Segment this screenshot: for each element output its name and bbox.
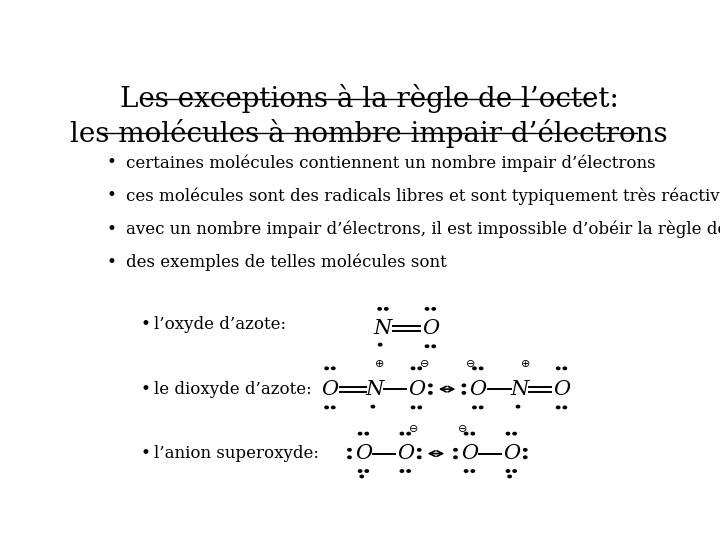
- Text: ⊖: ⊖: [420, 359, 430, 369]
- Circle shape: [557, 406, 560, 409]
- Circle shape: [426, 345, 428, 348]
- Text: Les exceptions à la règle de l’octet:: Les exceptions à la règle de l’octet:: [120, 84, 618, 112]
- Circle shape: [384, 308, 388, 310]
- Circle shape: [513, 470, 516, 472]
- Circle shape: [454, 449, 457, 451]
- Circle shape: [418, 456, 421, 458]
- Circle shape: [359, 433, 361, 435]
- Circle shape: [426, 308, 428, 310]
- Text: •: •: [107, 154, 117, 171]
- Circle shape: [506, 433, 510, 435]
- Circle shape: [516, 406, 520, 408]
- Text: O: O: [355, 444, 372, 463]
- Circle shape: [432, 345, 436, 348]
- Circle shape: [428, 384, 432, 387]
- Text: ⊕: ⊕: [375, 359, 385, 369]
- Circle shape: [407, 470, 410, 472]
- Circle shape: [557, 367, 560, 369]
- Text: O: O: [422, 319, 439, 339]
- Text: •: •: [107, 254, 117, 271]
- Circle shape: [400, 433, 404, 435]
- Text: •: •: [107, 221, 117, 238]
- Circle shape: [400, 470, 404, 472]
- Circle shape: [378, 308, 382, 310]
- Circle shape: [513, 433, 516, 435]
- Circle shape: [464, 433, 468, 435]
- Circle shape: [411, 367, 415, 369]
- Circle shape: [372, 406, 374, 408]
- Text: O: O: [461, 444, 478, 463]
- Circle shape: [428, 392, 432, 394]
- Circle shape: [523, 449, 527, 451]
- Circle shape: [471, 470, 474, 472]
- Text: O: O: [321, 380, 338, 399]
- Circle shape: [563, 367, 567, 369]
- Text: ⊖: ⊖: [458, 424, 467, 435]
- Circle shape: [360, 475, 364, 478]
- Circle shape: [480, 367, 483, 369]
- Text: les molécules à nombre impair d’électrons: les molécules à nombre impair d’électron…: [70, 119, 668, 148]
- Text: O: O: [408, 380, 425, 399]
- Text: ⊕: ⊕: [521, 359, 530, 369]
- Text: •: •: [140, 446, 150, 462]
- Circle shape: [365, 433, 369, 435]
- Text: des exemples de telles molécules sont: des exemples de telles molécules sont: [126, 254, 447, 272]
- Circle shape: [462, 392, 466, 394]
- Text: l’anion superoxyde:: l’anion superoxyde:: [154, 446, 319, 462]
- Text: N: N: [374, 319, 392, 339]
- Circle shape: [365, 470, 369, 472]
- Circle shape: [325, 367, 328, 369]
- Circle shape: [563, 406, 567, 409]
- Text: O: O: [397, 444, 414, 463]
- Circle shape: [471, 433, 474, 435]
- Circle shape: [418, 406, 421, 409]
- Text: N: N: [366, 380, 384, 399]
- Circle shape: [523, 456, 527, 458]
- Text: ⊖: ⊖: [467, 359, 476, 369]
- Circle shape: [473, 367, 476, 369]
- Circle shape: [418, 367, 421, 369]
- Text: •: •: [140, 381, 150, 398]
- Text: ces molécules sont des radicals libres et sont typiquement très réactives: ces molécules sont des radicals libres e…: [126, 187, 720, 205]
- Text: l’oxyde d’azote:: l’oxyde d’azote:: [154, 316, 287, 333]
- Text: le dioxyde d’azote:: le dioxyde d’azote:: [154, 381, 312, 398]
- Text: •: •: [140, 316, 150, 333]
- Text: O: O: [503, 444, 520, 463]
- Circle shape: [348, 449, 351, 451]
- Circle shape: [454, 456, 457, 458]
- Circle shape: [473, 406, 476, 409]
- Text: N: N: [510, 380, 528, 399]
- Circle shape: [348, 456, 351, 458]
- Circle shape: [464, 470, 468, 472]
- Text: ⊖: ⊖: [409, 424, 418, 435]
- Circle shape: [325, 406, 328, 409]
- Circle shape: [332, 367, 335, 369]
- Text: avec un nombre impair d’électrons, il est impossible d’obéir la règle de l’octet: avec un nombre impair d’électrons, il es…: [126, 221, 720, 238]
- Circle shape: [508, 475, 511, 478]
- Circle shape: [480, 406, 483, 409]
- Circle shape: [462, 384, 466, 387]
- Text: O: O: [469, 380, 487, 399]
- Circle shape: [407, 433, 410, 435]
- Text: O: O: [553, 380, 570, 399]
- Circle shape: [506, 470, 510, 472]
- Text: certaines molécules contiennent un nombre impair d’électrons: certaines molécules contiennent un nombr…: [126, 154, 656, 172]
- Circle shape: [418, 449, 421, 451]
- Circle shape: [332, 406, 335, 409]
- Circle shape: [359, 470, 361, 472]
- Circle shape: [411, 406, 415, 409]
- Circle shape: [432, 308, 436, 310]
- Circle shape: [379, 343, 382, 346]
- Text: •: •: [107, 187, 117, 205]
